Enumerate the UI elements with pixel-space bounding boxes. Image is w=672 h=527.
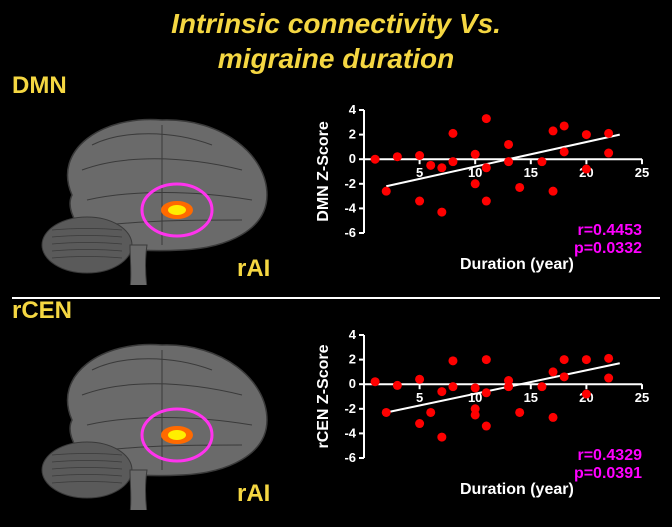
svg-text:2: 2 xyxy=(349,127,356,142)
svg-text:-4: -4 xyxy=(344,200,356,215)
chart-rcen: -6-4-2024510152025Duration (year)rCEN Z-… xyxy=(312,325,652,500)
title-line-1: Intrinsic connectivity Vs. xyxy=(0,6,672,41)
svg-text:-2: -2 xyxy=(344,176,356,191)
svg-text:15: 15 xyxy=(524,390,538,405)
svg-text:0: 0 xyxy=(349,151,356,166)
svg-text:5: 5 xyxy=(416,390,423,405)
svg-text:4: 4 xyxy=(349,327,357,342)
svg-text:Duration (year): Duration (year) xyxy=(460,256,574,273)
svg-text:p=0.0391: p=0.0391 xyxy=(574,465,642,482)
title-line-2: migraine duration xyxy=(0,41,672,76)
svg-text:2: 2 xyxy=(349,352,356,367)
roi-label-rcen: rAI xyxy=(237,480,270,508)
svg-text:25: 25 xyxy=(635,390,649,405)
panel-label-rcen: rCEN xyxy=(12,297,72,325)
svg-text:Duration (year): Duration (year) xyxy=(460,481,574,498)
panel-label-dmn: DMN xyxy=(12,72,67,100)
svg-text:DMN Z-Score: DMN Z-Score xyxy=(315,121,332,222)
svg-text:p=0.0332: p=0.0332 xyxy=(574,240,642,257)
svg-text:-4: -4 xyxy=(344,425,356,440)
svg-text:-2: -2 xyxy=(344,401,356,416)
svg-text:rCEN Z-Score: rCEN Z-Score xyxy=(315,344,332,448)
chart-dmn: -6-4-2024510152025Duration (year)DMN Z-S… xyxy=(312,100,652,275)
svg-text:r=0.4453: r=0.4453 xyxy=(577,222,642,239)
svg-text:4: 4 xyxy=(349,102,357,117)
svg-text:25: 25 xyxy=(635,165,649,180)
svg-text:-6: -6 xyxy=(344,450,356,465)
figure-title: Intrinsic connectivity Vs. migraine dura… xyxy=(0,6,672,76)
panel-rcen: rCEN rAI -6-4-2024510152025Duration (yea… xyxy=(12,305,660,520)
roi-label-dmn: rAI xyxy=(237,255,270,283)
svg-text:0: 0 xyxy=(349,376,356,391)
svg-text:r=0.4329: r=0.4329 xyxy=(577,447,642,464)
svg-text:-6: -6 xyxy=(344,225,356,240)
panel-divider xyxy=(12,297,660,299)
svg-text:15: 15 xyxy=(524,165,538,180)
panel-dmn: DMN rAI -6-4-2024510152025Duration (year… xyxy=(12,80,660,295)
